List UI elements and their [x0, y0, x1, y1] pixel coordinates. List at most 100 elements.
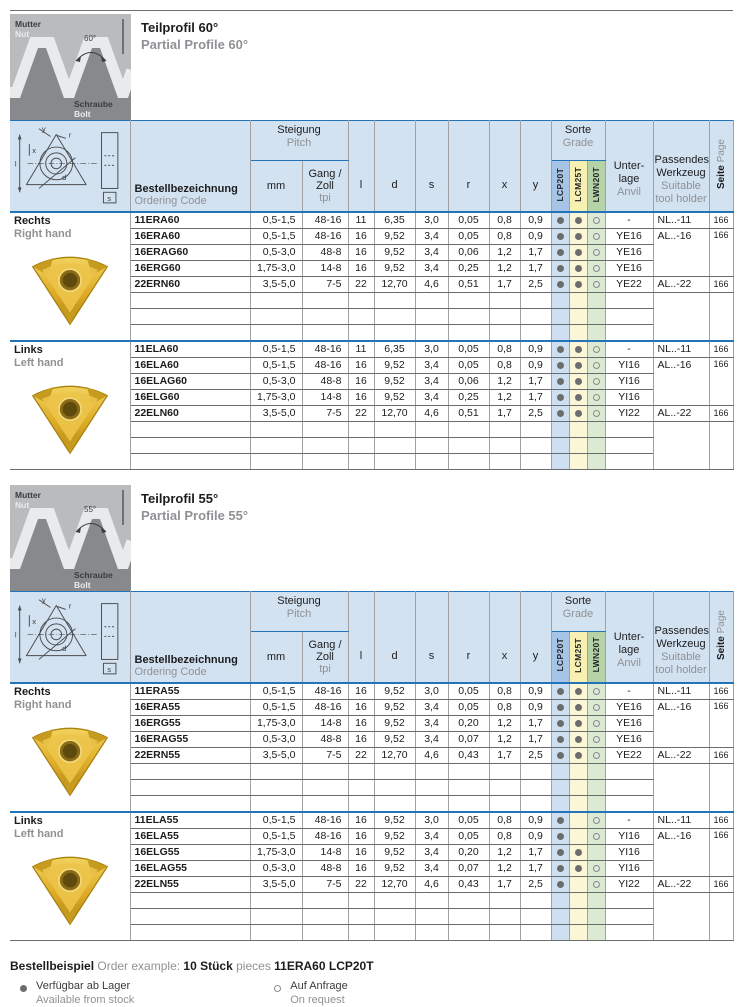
anvil-cell: [604, 907, 654, 925]
filled-dot-icon: [556, 832, 564, 840]
filled-dot-icon: [574, 345, 582, 353]
insert-table: l x y r d s Bestellbeze: [10, 119, 734, 470]
anvil-cell: YI16: [604, 843, 654, 861]
anvil-cell: YE16: [604, 259, 654, 277]
dim-cell: [347, 420, 375, 438]
filled-dot-icon: [574, 264, 582, 272]
table-row: 16ELAG55 0,5-3,0 48-8 16 9,52 3,4 0,07 1,2 1,7 YI…: [10, 859, 733, 877]
dim-y-cell: 0,9: [519, 339, 552, 358]
profile-title-de: Teilprofil 55°: [141, 490, 219, 506]
ordering-code-cell: [129, 291, 251, 309]
dim-y-cell: 0,9: [519, 810, 552, 829]
pitch-mm-cell: 1,75-3,0: [249, 714, 303, 732]
filled-dot-icon: [556, 735, 564, 743]
filled-dot-icon: [556, 864, 564, 872]
open-dot-icon: [264, 979, 290, 996]
svg-text:x: x: [32, 617, 36, 626]
insert-dimension-drawing: l x y r d s: [15, 595, 119, 675]
filled-dot-icon: [556, 816, 564, 824]
page-cell: 166: [708, 681, 734, 700]
tool-holder-cell: AL..-22: [652, 275, 710, 293]
col-group-grade: Sorte Grade: [550, 590, 606, 632]
grade-availability-cell: [586, 746, 606, 764]
dim-cell: [519, 452, 552, 470]
dim-y-cell: 0,9: [519, 210, 552, 229]
col-grade-lcm25t: LCM25T: [568, 159, 588, 213]
nut-label-de: Mutter: [15, 490, 42, 500]
pitch-tpi-cell: 48-16: [301, 356, 349, 374]
dim-l-cell: 16: [347, 859, 375, 877]
filled-dot-icon: [574, 393, 582, 401]
grade-availability-cell: [550, 730, 570, 748]
dim-d-cell: 9,52: [373, 356, 416, 374]
dim-y-cell: 2,5: [519, 746, 552, 764]
dim-r-cell: 0,43: [447, 875, 490, 893]
dim-cell: [488, 323, 521, 342]
grade-availability-cell: [586, 259, 606, 277]
empty-row: [10, 891, 734, 941]
profile-section: 55° Mutter Nut Schraube Bolt Teilprofil …: [10, 484, 734, 941]
grade-availability-cell: [586, 275, 606, 293]
dim-cell: [414, 778, 449, 796]
dim-s-cell: 3,4: [414, 243, 449, 261]
grade-availability-cell: [568, 762, 588, 780]
tool-holder-cell: [652, 291, 710, 342]
pitch-mm-cell: 1,75-3,0: [249, 843, 303, 861]
insert-photo-wrap: [14, 848, 126, 929]
ordering-code-cell: [129, 907, 251, 925]
col-tool-holder: Passendes Werkzeug Suitable tool holder: [652, 119, 710, 213]
profile-title-en: Partial Profile 60°: [141, 37, 249, 52]
grade-availability-cell: [568, 227, 588, 245]
pitch-tpi-cell: [301, 436, 349, 454]
anvil-cell: YI22: [604, 875, 654, 893]
grade-availability-cell: [568, 436, 588, 454]
insert-photo-wrap: [14, 719, 126, 800]
dim-cell: [519, 907, 552, 925]
pitch-mm-cell: [249, 923, 303, 941]
dim-cell: [519, 291, 552, 309]
grade-availability-cell: [550, 746, 570, 764]
grade-availability-cell: [550, 794, 570, 813]
dim-cell: [488, 762, 521, 780]
thread-profile-diagram: 60° Mutter Nut Schraube Bolt: [10, 14, 131, 120]
filled-dot-icon: [556, 687, 564, 695]
pitch-mm-cell: 0,5-3,0: [249, 730, 303, 748]
grade-availability-cell: [550, 810, 570, 829]
pitch-tpi-cell: 14-8: [301, 388, 349, 406]
dim-cell: [488, 923, 521, 941]
catalog-page: 60° Mutter Nut Schraube Bolt Teilprofil …: [0, 10, 743, 1007]
pitch-mm-cell: [249, 307, 303, 325]
page-cell: [708, 420, 734, 470]
ordering-code-cell: [129, 420, 251, 438]
grade-availability-cell: [550, 275, 570, 293]
pitch-tpi-cell: 48-16: [301, 810, 349, 829]
grade-availability-cell: [568, 907, 588, 925]
dim-cell: [447, 762, 490, 780]
pitch-tpi-cell: [301, 762, 349, 780]
profile-header: 60° Mutter Nut Schraube Bolt Teilprofil …: [10, 14, 733, 120]
filled-dot-icon: [556, 719, 564, 727]
empty-row: [10, 907, 733, 925]
anvil-cell: [604, 891, 654, 909]
grade-availability-cell: [586, 436, 606, 454]
hand-cell: Links Left hand: [10, 810, 131, 941]
dim-s-cell: 4,6: [414, 746, 449, 764]
col-grade-lwn20t: LWN20T: [586, 159, 606, 213]
col-d: d: [373, 119, 416, 213]
page-cell: 166: [708, 227, 734, 277]
dim-cell: [414, 923, 449, 941]
grade-availability-cell: [586, 404, 606, 422]
dim-l-cell: 11: [347, 339, 375, 358]
tool-holder-cell: AL..-22: [652, 746, 710, 764]
dim-cell: [347, 907, 375, 925]
grade-availability-cell: [550, 875, 570, 893]
col-s: s: [414, 590, 449, 684]
page-cell: 166: [708, 810, 734, 829]
dim-cell: [488, 778, 521, 796]
open-dot-icon: [592, 703, 600, 711]
pitch-mm-cell: 0,5-1,5: [249, 227, 303, 245]
pitch-tpi-cell: 48-8: [301, 243, 349, 261]
dim-cell: [488, 291, 521, 309]
svg-text:s: s: [107, 194, 111, 203]
grade-availability-cell: [550, 210, 570, 229]
